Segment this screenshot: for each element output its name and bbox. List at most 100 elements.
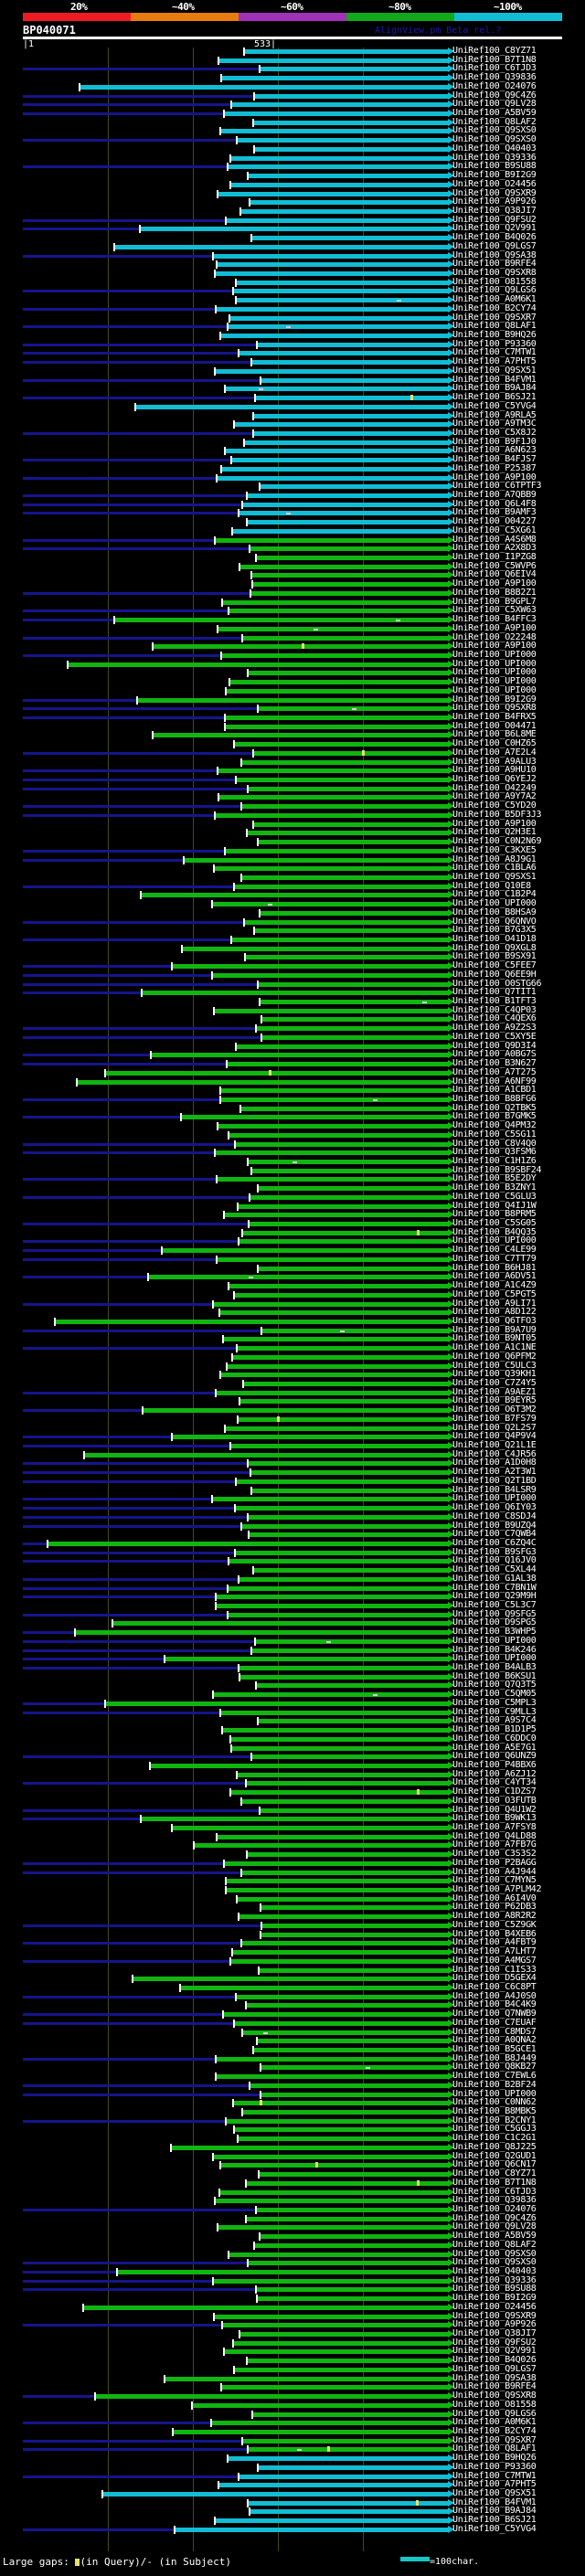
list-item[interactable]: UniRef100_Q2TBK5 bbox=[452, 1102, 537, 1113]
table-row[interactable]: UniRef100_C8MDS7 bbox=[0, 2027, 585, 2037]
table-row[interactable]: UniRef100_B4Q026 bbox=[0, 232, 585, 243]
hsp-bar[interactable] bbox=[243, 919, 448, 925]
table-row[interactable]: UniRef100_A9LI71 bbox=[0, 1299, 585, 1309]
hsp-bar[interactable] bbox=[259, 67, 448, 72]
list-item[interactable]: UniRef100_C6TJD3 bbox=[452, 2186, 537, 2197]
list-item[interactable]: UniRef100_Q9SXR7 bbox=[452, 312, 537, 323]
list-item[interactable]: UniRef100_Q9FSU2 bbox=[452, 214, 537, 225]
list-item[interactable]: UniRef100_C1IS33 bbox=[452, 1964, 537, 1975]
hsp-bar[interactable] bbox=[215, 1595, 448, 1600]
table-row[interactable]: UniRef100_C0NN62 bbox=[0, 2097, 585, 2108]
table-row[interactable]: UniRef100_B9SFG3 bbox=[0, 1547, 585, 1557]
hsp-bar[interactable] bbox=[234, 778, 448, 783]
hsp-bar[interactable] bbox=[237, 1239, 448, 1245]
table-row[interactable]: UniRef100_B9SU88 bbox=[0, 2284, 585, 2295]
table-row[interactable]: UniRef100_A0BG7S bbox=[0, 1049, 585, 1060]
table-row[interactable]: UniRef100_Q4IJ1W bbox=[0, 1201, 585, 1211]
table-row[interactable]: UniRef100_C7BN1W bbox=[0, 1583, 585, 1593]
hsp-bar[interactable] bbox=[94, 2394, 448, 2400]
list-item[interactable]: UniRef100_O24076 bbox=[452, 2203, 537, 2214]
table-row[interactable]: UniRef100_O42249 bbox=[0, 783, 585, 793]
list-item[interactable]: UniRef100_B9RFE4 bbox=[452, 259, 537, 270]
hsp-bar[interactable] bbox=[216, 1256, 448, 1262]
hsp-bar[interactable] bbox=[251, 1568, 448, 1574]
list-item[interactable]: UniRef100_Q9XGL8 bbox=[452, 942, 537, 953]
list-item[interactable]: UniRef100_O24456 bbox=[452, 2301, 537, 2312]
table-row[interactable]: UniRef100_Q9FSU2 bbox=[0, 2337, 585, 2348]
list-item[interactable]: UniRef100_C7MTW1 bbox=[452, 347, 537, 358]
list-item[interactable]: UniRef100_B9AJ84 bbox=[452, 2506, 537, 2517]
hsp-bar[interactable] bbox=[228, 609, 448, 614]
list-item[interactable]: UniRef100_C1H1Z6 bbox=[452, 1156, 537, 1166]
list-item[interactable]: UniRef100_C1B2P4 bbox=[452, 889, 537, 900]
table-row[interactable]: UniRef100_Q8LAF1 bbox=[0, 2443, 585, 2454]
table-row[interactable]: UniRef100_B4C4K9 bbox=[0, 1999, 585, 2010]
table-row[interactable]: UniRef100_A7E2L4 bbox=[0, 747, 585, 758]
list-item[interactable]: UniRef100_B9GPL7 bbox=[452, 596, 537, 607]
table-row[interactable]: UniRef100_Q9LGS6 bbox=[0, 285, 585, 296]
list-item[interactable]: UniRef100_Q2H3E1 bbox=[452, 827, 537, 838]
table-row[interactable]: UniRef100_O04471 bbox=[0, 721, 585, 731]
list-item[interactable]: UniRef100_C5YVG4 bbox=[452, 2523, 537, 2534]
hsp-bar[interactable] bbox=[251, 582, 448, 588]
table-row[interactable]: UniRef100_C5PGT5 bbox=[0, 1289, 585, 1299]
table-row[interactable]: UniRef100_Q9SXS0 bbox=[0, 134, 585, 145]
hsp-bar[interactable] bbox=[255, 342, 448, 347]
list-item[interactable]: UniRef100_Q8KB27 bbox=[452, 2062, 537, 2072]
table-row[interactable]: UniRef100_C8YZ71 bbox=[0, 46, 585, 56]
hsp-bar[interactable] bbox=[242, 1382, 448, 1386]
list-item[interactable]: UniRef100_B9F1J0 bbox=[452, 436, 537, 447]
list-item[interactable]: UniRef100_A8D122 bbox=[452, 1307, 537, 1318]
table-row[interactable]: UniRef100_C7Z4Y5 bbox=[0, 1378, 585, 1388]
table-row[interactable]: UniRef100_A9P100 bbox=[0, 472, 585, 482]
table-row[interactable]: UniRef100_B2CY74 bbox=[0, 2426, 585, 2436]
list-item[interactable]: UniRef100_C8SDJ4 bbox=[452, 1511, 537, 1521]
table-row[interactable]: UniRef100_C1IS33 bbox=[0, 1964, 585, 1975]
hsp-bar[interactable] bbox=[242, 440, 448, 445]
table-row[interactable]: UniRef100_A9P100 bbox=[0, 641, 585, 652]
table-row[interactable]: UniRef100_Q8LAF2 bbox=[0, 117, 585, 127]
table-row[interactable]: UniRef100_I1PZG8 bbox=[0, 552, 585, 563]
table-row[interactable]: UniRef100_Q6L4F8 bbox=[0, 499, 585, 509]
list-item[interactable]: UniRef100_UPI000 bbox=[452, 649, 537, 660]
list-item[interactable]: UniRef100_D5GEX4 bbox=[452, 1973, 537, 1984]
hsp-bar[interactable] bbox=[229, 155, 448, 161]
hsp-bar[interactable] bbox=[238, 511, 448, 516]
hsp-bar[interactable] bbox=[224, 387, 448, 392]
hsp-bar[interactable] bbox=[261, 1017, 448, 1023]
table-row[interactable]: UniRef100_C5Z9GK bbox=[0, 1920, 585, 1930]
hsp-bar[interactable] bbox=[232, 422, 448, 428]
list-item[interactable]: UniRef100_B8J449 bbox=[452, 2052, 537, 2063]
table-row[interactable]: UniRef100_A9S7C4 bbox=[0, 1715, 585, 1726]
list-item[interactable]: UniRef100_UPI000 bbox=[452, 684, 537, 695]
list-item[interactable]: UniRef100_Q7TIT1 bbox=[452, 987, 537, 998]
list-item[interactable]: UniRef100_O81558 bbox=[452, 276, 537, 287]
table-row[interactable]: UniRef100_B6KSU1 bbox=[0, 1671, 585, 1681]
table-row[interactable]: UniRef100_C7TT79 bbox=[0, 1254, 585, 1264]
table-row[interactable]: UniRef100_C5YD20 bbox=[0, 800, 585, 811]
table-row[interactable]: UniRef100_C0HZ65 bbox=[0, 738, 585, 749]
list-item[interactable]: UniRef100_C5SG11 bbox=[452, 1129, 537, 1140]
table-row[interactable]: UniRef100_Q8KB27 bbox=[0, 2062, 585, 2072]
hsp-bar[interactable] bbox=[234, 1141, 448, 1147]
list-item[interactable]: UniRef100_Q39836 bbox=[452, 72, 537, 83]
list-item[interactable]: UniRef100_C4JR56 bbox=[452, 1448, 537, 1459]
list-item[interactable]: UniRef100_B4FFC3 bbox=[452, 614, 537, 625]
table-row[interactable]: UniRef100_Q9LGS6 bbox=[0, 2409, 585, 2419]
table-row[interactable]: UniRef100_A9HU10 bbox=[0, 765, 585, 776]
hsp-bar[interactable] bbox=[235, 1044, 448, 1049]
list-item[interactable]: UniRef100_C0NN62 bbox=[452, 2097, 537, 2108]
hsp-bar[interactable] bbox=[233, 2127, 448, 2133]
list-item[interactable]: UniRef100_Q6IY03 bbox=[452, 1502, 537, 1513]
table-row[interactable]: UniRef100_C5MPL3 bbox=[0, 1698, 585, 1708]
table-row[interactable]: UniRef100_B8PRM5 bbox=[0, 1209, 585, 1220]
list-item[interactable]: UniRef100_O81558 bbox=[452, 2399, 537, 2410]
hsp-bar[interactable] bbox=[133, 404, 448, 409]
table-row[interactable]: UniRef100_B9SX91 bbox=[0, 951, 585, 962]
hsp-bar[interactable] bbox=[139, 1817, 448, 1822]
table-row[interactable]: UniRef100_B6SJ21 bbox=[0, 2515, 585, 2526]
table-row[interactable]: UniRef100_Q2V991 bbox=[0, 223, 585, 234]
hsp-bar[interactable] bbox=[250, 590, 448, 596]
hsp-bar[interactable] bbox=[247, 671, 448, 676]
list-item[interactable]: UniRef100_B3N627 bbox=[452, 1058, 537, 1069]
